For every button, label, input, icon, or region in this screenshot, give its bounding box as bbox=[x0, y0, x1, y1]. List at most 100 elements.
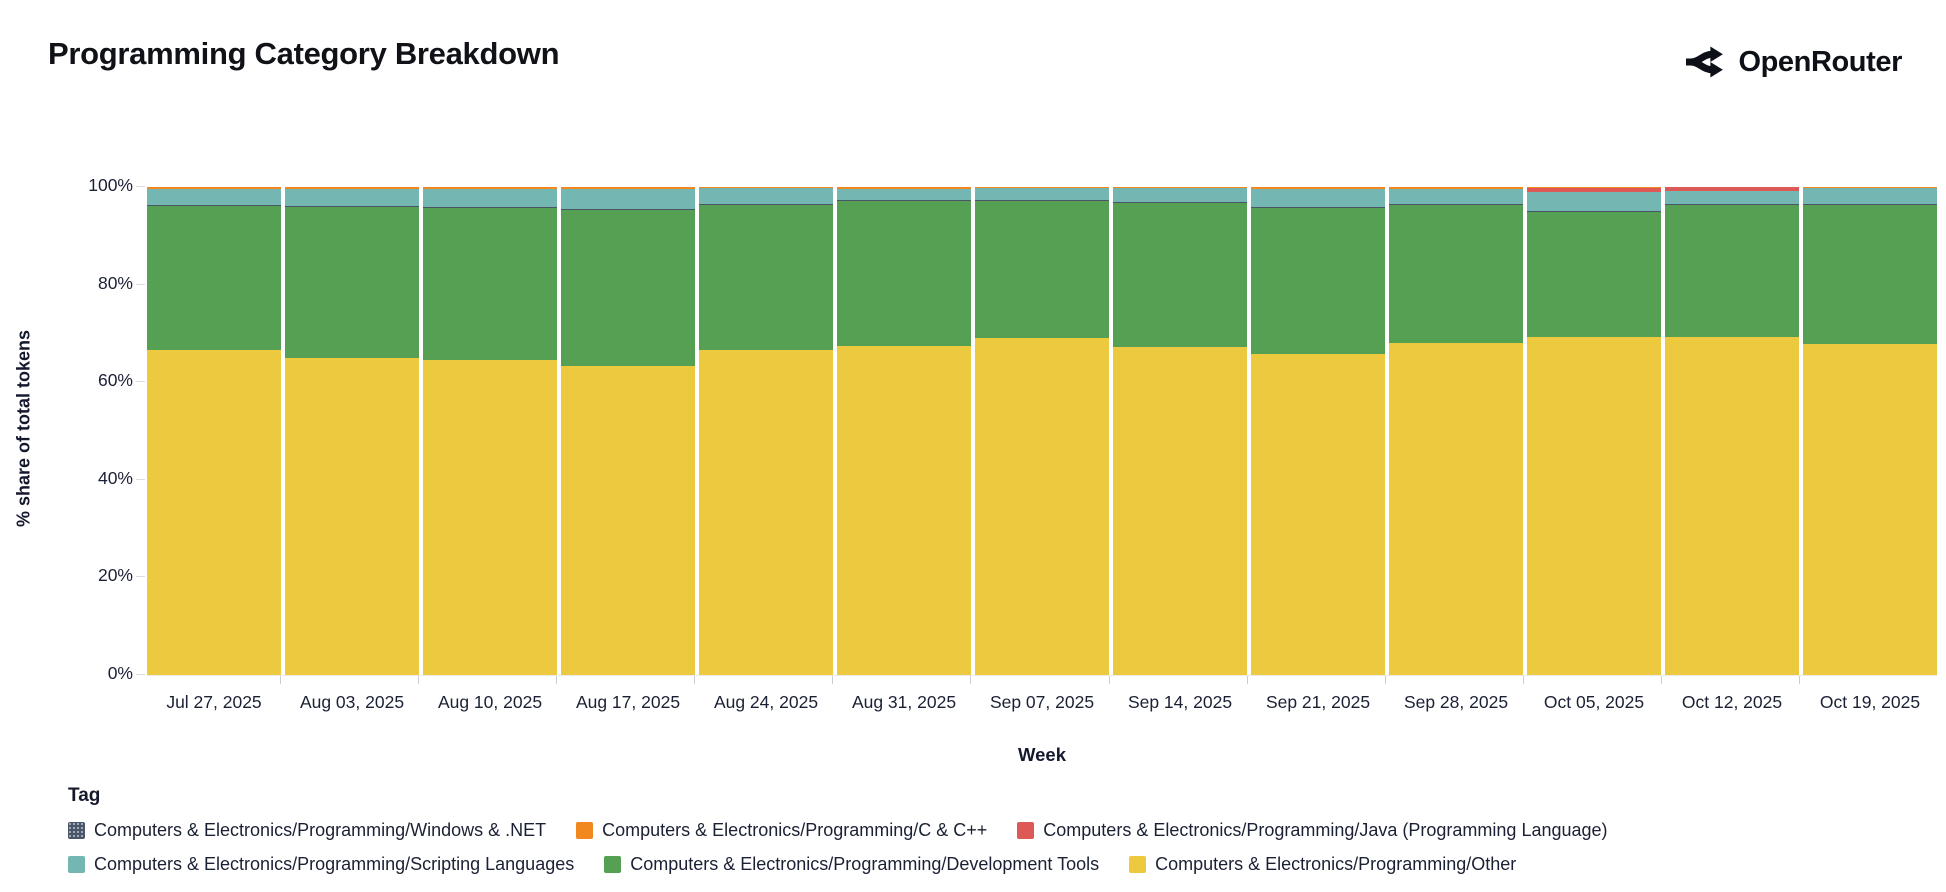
bar-segment[interactable] bbox=[147, 205, 281, 207]
legend-swatch-icon bbox=[68, 822, 85, 839]
bar-oct-19-2025[interactable] bbox=[1803, 187, 1937, 675]
bar-segment[interactable] bbox=[423, 187, 557, 189]
bar-segment[interactable] bbox=[1113, 346, 1247, 675]
bar-segment[interactable] bbox=[699, 203, 833, 205]
bar-segment[interactable] bbox=[1113, 202, 1247, 347]
bar-segment[interactable] bbox=[837, 188, 971, 201]
bar-segment[interactable] bbox=[1527, 192, 1661, 211]
legend-item[interactable]: Computers & Electronics/Programming/Othe… bbox=[1129, 854, 1516, 875]
bar-segment[interactable] bbox=[837, 345, 971, 675]
bar-segment[interactable] bbox=[1389, 188, 1523, 205]
bar-segment[interactable] bbox=[1527, 336, 1661, 675]
bar-segment[interactable] bbox=[1389, 343, 1523, 675]
legend-item[interactable]: Computers & Electronics/Programming/Java… bbox=[1017, 820, 1608, 841]
bar-sep-07-2025[interactable] bbox=[975, 187, 1109, 675]
legend-row-1: Computers & Electronics/Programming/Wind… bbox=[68, 820, 1878, 841]
bar-segment[interactable] bbox=[1251, 187, 1385, 189]
bar-sep-28-2025[interactable] bbox=[1389, 187, 1523, 675]
bar-segment[interactable] bbox=[285, 206, 419, 208]
x-tick-mark bbox=[423, 676, 558, 684]
bar-aug-17-2025[interactable] bbox=[561, 187, 695, 675]
bar-segment[interactable] bbox=[1665, 190, 1799, 204]
bar-segment[interactable] bbox=[423, 207, 557, 208]
bar-segment[interactable] bbox=[147, 188, 281, 206]
bar-segment[interactable] bbox=[561, 188, 695, 210]
bar-segment[interactable] bbox=[1803, 203, 1937, 205]
bar-segment[interactable] bbox=[837, 201, 971, 346]
bar-segment[interactable] bbox=[1803, 344, 1937, 675]
bar-segment[interactable] bbox=[285, 357, 419, 675]
bar-segment[interactable] bbox=[699, 204, 833, 351]
bar-segment[interactable] bbox=[147, 187, 281, 189]
bar-segment[interactable] bbox=[1251, 208, 1385, 354]
bar-jul-27-2025[interactable] bbox=[147, 187, 281, 675]
bar-segment[interactable] bbox=[1527, 210, 1661, 212]
bar-segment[interactable] bbox=[1665, 204, 1799, 337]
bar-aug-31-2025[interactable] bbox=[837, 187, 971, 675]
bar-segment[interactable] bbox=[147, 350, 281, 675]
bar-segment[interactable] bbox=[423, 360, 557, 675]
bar-segment[interactable] bbox=[1251, 188, 1385, 208]
bar-aug-03-2025[interactable] bbox=[285, 187, 419, 675]
bar-segment[interactable] bbox=[147, 206, 281, 351]
y-tick-mark bbox=[136, 381, 145, 383]
bar-segment[interactable] bbox=[975, 188, 1109, 200]
bar-sep-14-2025[interactable] bbox=[1113, 187, 1247, 675]
bar-segment[interactable] bbox=[1665, 187, 1799, 191]
bar-oct-05-2025[interactable] bbox=[1527, 187, 1661, 675]
x-tick-mark bbox=[147, 676, 282, 684]
x-tick-label: Jul 27, 2025 bbox=[166, 692, 262, 712]
bar-segment[interactable] bbox=[1389, 204, 1523, 206]
bar-segment[interactable] bbox=[699, 350, 833, 675]
bar-segment[interactable] bbox=[1113, 187, 1247, 189]
legend-label: Computers & Electronics/Programming/C & … bbox=[602, 820, 988, 840]
legend-item[interactable]: Computers & Electronics/Programming/Deve… bbox=[604, 854, 1099, 875]
y-axis-ticks bbox=[136, 186, 145, 675]
bar-segment[interactable] bbox=[561, 209, 695, 211]
openrouter-logo: OpenRouter bbox=[1686, 42, 1902, 82]
bar-segment[interactable] bbox=[423, 188, 557, 208]
bar-segment[interactable] bbox=[285, 207, 419, 358]
bar-segment[interactable] bbox=[423, 208, 557, 361]
y-tick-label: 80% bbox=[97, 272, 133, 293]
y-tick-label: 100% bbox=[88, 175, 133, 195]
bar-segment[interactable] bbox=[975, 338, 1109, 675]
bar-segment[interactable] bbox=[1527, 211, 1661, 337]
bar-segment[interactable] bbox=[699, 188, 833, 204]
x-tick-label: Aug 24, 2025 bbox=[713, 692, 819, 712]
bar-segment[interactable] bbox=[561, 366, 695, 675]
legend-item[interactable]: Computers & Electronics/Programming/Scri… bbox=[68, 854, 574, 875]
bar-segment[interactable] bbox=[1113, 188, 1247, 202]
bar-segment[interactable] bbox=[1665, 336, 1799, 675]
bar-segment[interactable] bbox=[975, 187, 1109, 189]
bar-segment[interactable] bbox=[1113, 201, 1247, 203]
bar-segment[interactable] bbox=[1251, 207, 1385, 208]
bar-segment[interactable] bbox=[285, 188, 419, 207]
legend-swatch-icon bbox=[1017, 822, 1035, 839]
bar-segment[interactable] bbox=[561, 210, 695, 367]
bar-segment[interactable] bbox=[975, 199, 1109, 201]
bar-segment[interactable] bbox=[1389, 187, 1523, 189]
bar-aug-24-2025[interactable] bbox=[699, 187, 833, 675]
bar-segment[interactable] bbox=[837, 187, 971, 189]
bar-segment[interactable] bbox=[561, 187, 695, 189]
bar-segment[interactable] bbox=[1803, 204, 1937, 345]
bar-sep-21-2025[interactable] bbox=[1251, 187, 1385, 675]
legend-item[interactable]: Computers & Electronics/Programming/Wind… bbox=[68, 820, 546, 841]
bar-segment[interactable] bbox=[1803, 188, 1937, 204]
plot-area bbox=[147, 187, 1937, 675]
bar-segment[interactable] bbox=[1389, 205, 1523, 344]
bar-segment[interactable] bbox=[1251, 353, 1385, 675]
x-tick-label: Aug 17, 2025 bbox=[575, 692, 681, 712]
bar-segment[interactable] bbox=[699, 187, 833, 189]
bar-segment[interactable] bbox=[285, 187, 419, 189]
bar-oct-12-2025[interactable] bbox=[1665, 187, 1799, 675]
x-tick-mark bbox=[975, 676, 1110, 684]
legend-item[interactable]: Computers & Electronics/Programming/C & … bbox=[576, 820, 987, 841]
bar-aug-10-2025[interactable] bbox=[423, 187, 557, 675]
bar-segment[interactable] bbox=[1803, 187, 1937, 189]
bar-segment[interactable] bbox=[1665, 203, 1799, 205]
bar-segment[interactable] bbox=[837, 200, 971, 202]
bar-segment[interactable] bbox=[975, 200, 1109, 339]
bar-segment[interactable] bbox=[1527, 187, 1661, 193]
